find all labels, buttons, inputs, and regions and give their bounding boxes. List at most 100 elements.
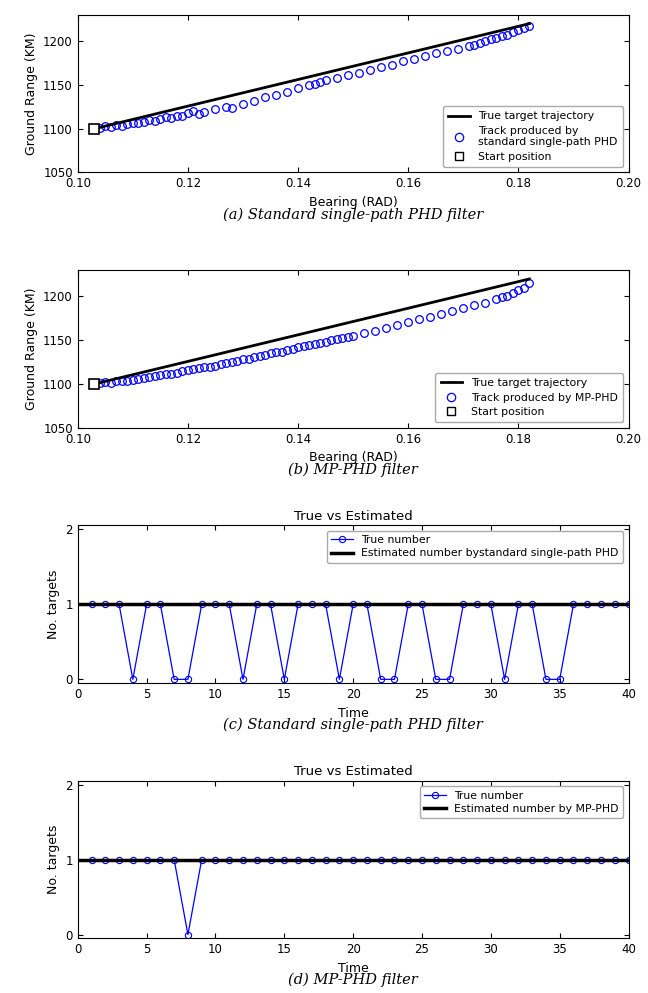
- Estimated number bystandard single-path PHD: [87, 599, 95, 611]
- True number: [336, 673, 343, 685]
- Legend: True number, Estimated number bystandard single-path PHD: True number, Estimated number bystandard…: [327, 531, 623, 563]
- True number: [129, 854, 137, 866]
- True number: [156, 599, 164, 611]
- True number: [391, 673, 399, 685]
- True number: [87, 854, 95, 866]
- True number: [404, 854, 412, 866]
- Text: (a) Standard single-path PHD filter: (a) Standard single-path PHD filter: [223, 208, 483, 221]
- True number: [308, 599, 316, 611]
- True number: [528, 599, 536, 611]
- True number: [570, 854, 577, 866]
- True number: [570, 599, 577, 611]
- Text: (c) Standard single-path PHD filter: (c) Standard single-path PHD filter: [224, 718, 483, 732]
- True number: [170, 673, 178, 685]
- True number: [501, 854, 509, 866]
- Text: (b) MP-PHD filter: (b) MP-PHD filter: [288, 463, 418, 477]
- Y-axis label: No. targets: No. targets: [47, 825, 60, 895]
- True number: [528, 854, 536, 866]
- True number: [349, 854, 357, 866]
- True number: [542, 854, 550, 866]
- True number: [542, 673, 550, 685]
- True number: [501, 673, 509, 685]
- Title: True vs Estimated: True vs Estimated: [294, 510, 413, 523]
- True number: [376, 673, 384, 685]
- True number: [432, 854, 439, 866]
- True number: [226, 854, 233, 866]
- True number: [376, 854, 384, 866]
- True number: [129, 673, 137, 685]
- X-axis label: Bearing (RAD): Bearing (RAD): [309, 196, 397, 209]
- True number: [459, 854, 467, 866]
- True number: [156, 854, 164, 866]
- True number: [308, 854, 316, 866]
- True number: [515, 599, 522, 611]
- Y-axis label: Ground Range (KM): Ground Range (KM): [25, 33, 38, 155]
- True number: [446, 673, 454, 685]
- True number: [418, 854, 426, 866]
- True number: [321, 599, 329, 611]
- True number: [611, 854, 619, 866]
- True number: [625, 599, 632, 611]
- Estimated number by MP-PHD: [74, 854, 82, 866]
- Text: (d) MP-PHD filter: (d) MP-PHD filter: [288, 973, 418, 987]
- X-axis label: Bearing (RAD): Bearing (RAD): [309, 451, 397, 464]
- Estimated number by MP-PHD: [87, 854, 95, 866]
- Line: True number: True number: [88, 857, 632, 937]
- True number: [487, 599, 494, 611]
- True number: [597, 599, 605, 611]
- True number: [556, 673, 564, 685]
- True number: [266, 599, 274, 611]
- True number: [211, 854, 219, 866]
- True number: [597, 854, 605, 866]
- True number: [515, 854, 522, 866]
- Y-axis label: Ground Range (KM): Ground Range (KM): [25, 288, 38, 410]
- True number: [266, 854, 274, 866]
- Y-axis label: No. targets: No. targets: [47, 570, 60, 638]
- True number: [363, 854, 371, 866]
- Title: True vs Estimated: True vs Estimated: [294, 766, 413, 779]
- True number: [583, 599, 591, 611]
- True number: [198, 854, 205, 866]
- True number: [115, 599, 123, 611]
- True number: [473, 599, 481, 611]
- Line: True number: True number: [88, 601, 632, 682]
- True number: [459, 599, 467, 611]
- True number: [170, 854, 178, 866]
- True number: [253, 854, 260, 866]
- True number: [487, 854, 494, 866]
- True number: [556, 854, 564, 866]
- True number: [294, 854, 302, 866]
- True number: [391, 854, 399, 866]
- True number: [625, 854, 632, 866]
- True number: [336, 854, 343, 866]
- True number: [143, 599, 150, 611]
- Legend: True number, Estimated number by MP-PHD: True number, Estimated number by MP-PHD: [420, 786, 623, 818]
- True number: [115, 854, 123, 866]
- True number: [211, 599, 219, 611]
- True number: [363, 599, 371, 611]
- True number: [349, 599, 357, 611]
- True number: [184, 673, 192, 685]
- True number: [253, 599, 260, 611]
- True number: [321, 854, 329, 866]
- True number: [281, 673, 288, 685]
- True number: [101, 599, 109, 611]
- True number: [473, 854, 481, 866]
- True number: [446, 854, 454, 866]
- Estimated number bystandard single-path PHD: [74, 599, 82, 611]
- True number: [432, 673, 439, 685]
- True number: [281, 854, 288, 866]
- True number: [184, 928, 192, 940]
- True number: [101, 854, 109, 866]
- X-axis label: Time: Time: [338, 962, 369, 975]
- True number: [294, 599, 302, 611]
- True number: [239, 854, 247, 866]
- True number: [239, 673, 247, 685]
- Legend: True target trajectory, Track produced by
standard single-path PHD, Start positi: True target trajectory, Track produced b…: [443, 106, 623, 167]
- True number: [226, 599, 233, 611]
- True number: [611, 599, 619, 611]
- X-axis label: Time: Time: [338, 706, 369, 720]
- True number: [404, 599, 412, 611]
- True number: [583, 854, 591, 866]
- True number: [418, 599, 426, 611]
